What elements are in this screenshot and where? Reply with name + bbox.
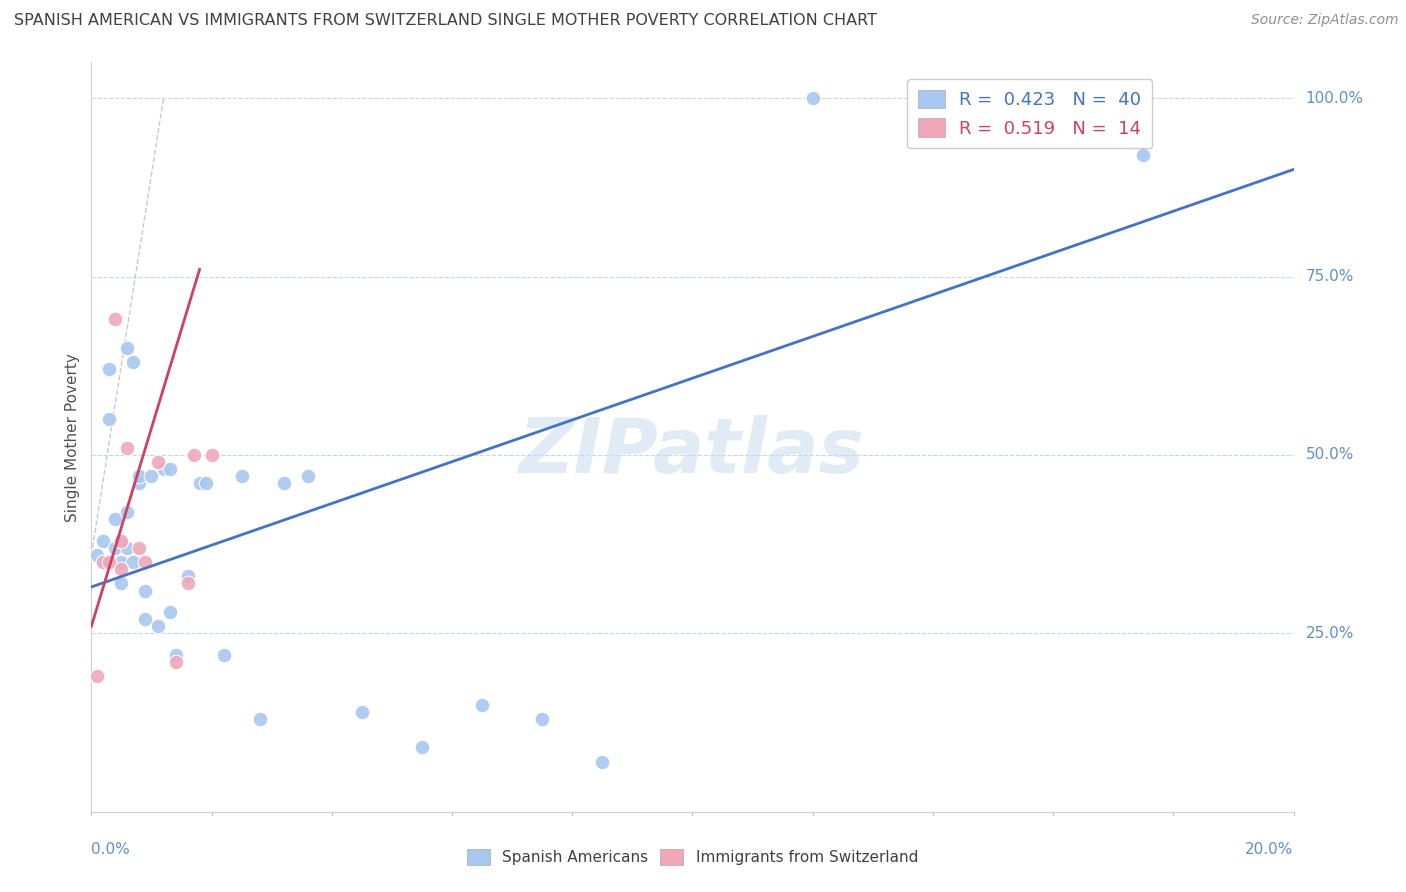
Text: 50.0%: 50.0% — [1306, 448, 1354, 462]
Point — [134, 583, 156, 598]
Point — [93, 533, 115, 548]
Point — [86, 669, 108, 683]
Point — [273, 476, 295, 491]
Point — [183, 448, 205, 462]
Point — [110, 562, 132, 576]
Point — [471, 698, 494, 712]
Point — [128, 469, 150, 483]
Point — [134, 555, 156, 569]
Point — [152, 462, 174, 476]
Point — [297, 469, 319, 483]
Legend: Spanish Americans, Immigrants from Switzerland: Spanish Americans, Immigrants from Switz… — [461, 843, 924, 871]
Point — [104, 541, 127, 555]
Point — [231, 469, 253, 483]
Point — [104, 512, 127, 526]
Point — [110, 533, 132, 548]
Point — [110, 555, 132, 569]
Point — [117, 341, 139, 355]
Text: SPANISH AMERICAN VS IMMIGRANTS FROM SWITZERLAND SINGLE MOTHER POVERTY CORRELATIO: SPANISH AMERICAN VS IMMIGRANTS FROM SWIT… — [14, 13, 877, 29]
Point — [212, 648, 235, 662]
Point — [201, 448, 224, 462]
Point — [165, 648, 187, 662]
Text: 75.0%: 75.0% — [1306, 269, 1354, 284]
Y-axis label: Single Mother Poverty: Single Mother Poverty — [65, 352, 80, 522]
Point — [159, 605, 181, 619]
Text: 100.0%: 100.0% — [1306, 91, 1364, 105]
Point — [146, 619, 169, 633]
Point — [117, 441, 139, 455]
Point — [98, 362, 121, 376]
Point — [249, 712, 271, 726]
Point — [350, 705, 373, 719]
Point — [93, 555, 115, 569]
Point — [411, 740, 433, 755]
Point — [188, 476, 211, 491]
Point — [122, 555, 145, 569]
Point — [194, 476, 217, 491]
Text: Source: ZipAtlas.com: Source: ZipAtlas.com — [1251, 13, 1399, 28]
Point — [176, 569, 198, 583]
Point — [110, 533, 132, 548]
Point — [141, 469, 163, 483]
Point — [110, 576, 132, 591]
Point — [1132, 148, 1154, 162]
Point — [98, 412, 121, 426]
Point — [128, 476, 150, 491]
Point — [159, 462, 181, 476]
Point — [93, 555, 115, 569]
Point — [165, 655, 187, 669]
Point — [86, 548, 108, 562]
Text: 0.0%: 0.0% — [91, 842, 131, 856]
Point — [531, 712, 554, 726]
Text: 20.0%: 20.0% — [1246, 842, 1294, 856]
Point — [98, 555, 121, 569]
Point — [104, 312, 127, 326]
Point — [591, 755, 613, 769]
Point — [134, 612, 156, 626]
Point — [128, 541, 150, 555]
Point — [122, 355, 145, 369]
Point — [117, 541, 139, 555]
Point — [801, 91, 824, 105]
Point — [146, 455, 169, 469]
Text: ZIPatlas: ZIPatlas — [519, 415, 866, 489]
Point — [117, 505, 139, 519]
Text: 25.0%: 25.0% — [1306, 626, 1354, 640]
Point — [176, 576, 198, 591]
